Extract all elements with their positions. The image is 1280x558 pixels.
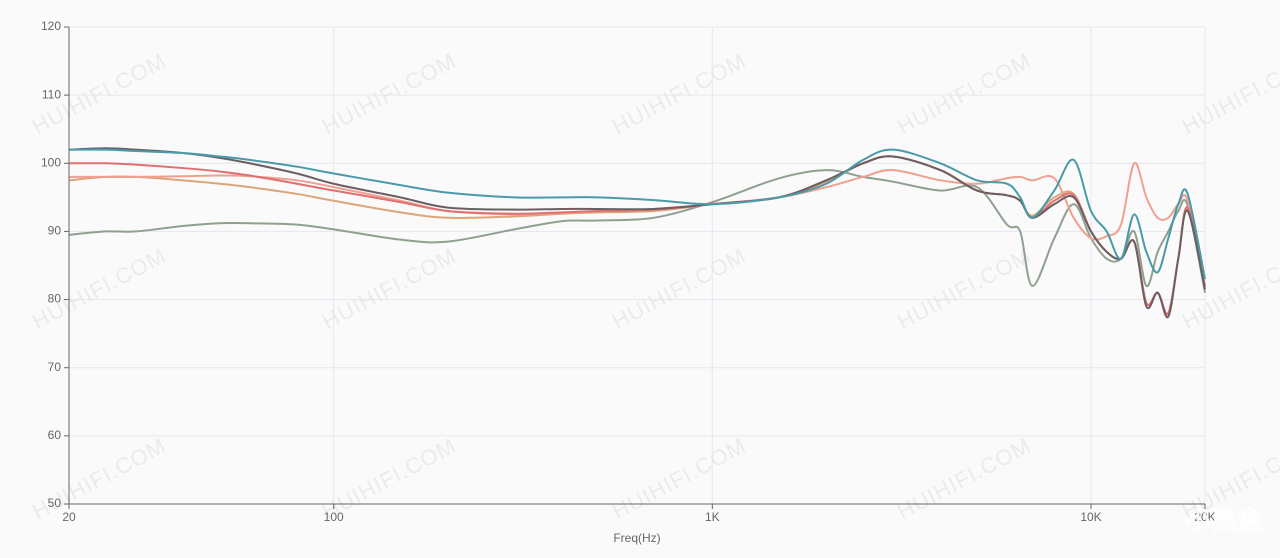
series-line (68, 147, 1206, 319)
watermark: HUIHIFI.COM (1178, 243, 1280, 335)
x-tick-label: 20K (1194, 510, 1215, 524)
watermark: HUIHIFI.COM (318, 48, 460, 140)
y-tick-label: 100 (41, 155, 61, 169)
lines (68, 147, 1206, 319)
y-tick-label: 60 (48, 428, 62, 442)
watermark: HUIHIFI.COM (893, 48, 1035, 140)
y-tick-label: 90 (48, 224, 62, 238)
y-tick-label: 120 (41, 19, 61, 33)
series-line (69, 162, 1206, 287)
watermark: HUIHIFI.COM (893, 243, 1035, 335)
watermark: HUIHIFI.COM (28, 433, 170, 525)
y-tick-label: 80 (48, 292, 62, 306)
y-tick-label: 70 (48, 360, 62, 374)
watermarks: HUIHIFI.COM HUIHIFI.COM HUIHIFI.COM HUIHIFI… (28, 48, 1280, 525)
x-tick-label: 100 (324, 510, 344, 524)
axes: 50 60 70 80 90 100 110 120 20 100 1K 10K 20K (41, 19, 1216, 524)
x-tick-label: 1K (705, 510, 720, 524)
watermark: HUIHIFI.COM (318, 243, 460, 335)
watermark: HUIHIFI.COM (28, 243, 170, 335)
logo: 小黑盒 (1185, 505, 1264, 535)
series-line (68, 148, 1206, 280)
watermark: HUIHIFI.COM (1178, 48, 1280, 140)
watermark: HUIHIFI.COM (608, 433, 750, 525)
watermark: HUIHIFI.COM (893, 433, 1035, 525)
watermark: HUIHIFI.COM (608, 48, 750, 140)
grid (68, 26, 1206, 505)
x-axis-label: Freq(Hz) (613, 531, 660, 545)
x-tick-label: 20 (62, 510, 76, 524)
y-tick-label: 110 (42, 87, 61, 101)
watermark: HUIHIFI.COM (608, 243, 750, 335)
x-tick-label: 10K (1080, 510, 1101, 524)
y-tick-label: 50 (48, 496, 62, 510)
series-line (68, 169, 1206, 293)
